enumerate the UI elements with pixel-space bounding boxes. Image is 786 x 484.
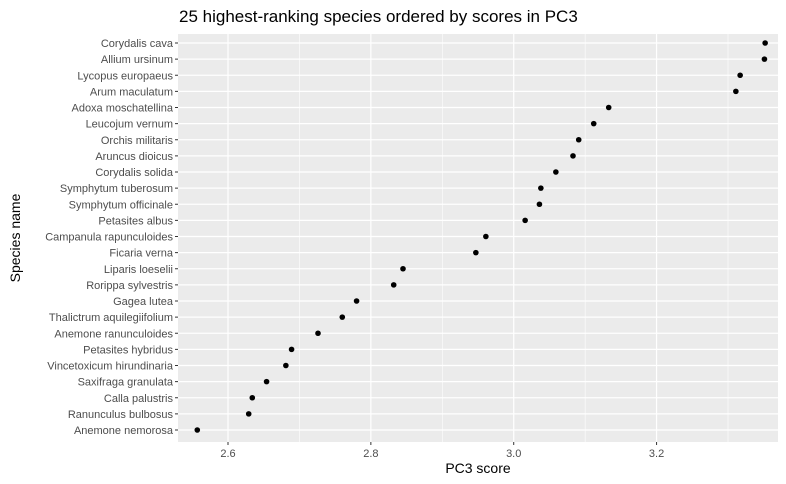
data-point <box>605 104 612 111</box>
data-point <box>288 346 295 353</box>
data-point <box>249 394 256 401</box>
y-tick-label: Orchis militaris <box>101 135 174 147</box>
data-point <box>536 201 543 208</box>
y-tick-label: Symphytum tuberosum <box>60 183 173 195</box>
y-tick-label: Anemone nemorosa <box>74 425 174 437</box>
x-axis-ticks <box>227 442 658 445</box>
y-tick-label: Allium ursinum <box>101 54 173 66</box>
y-tick-label: Petasites hybridus <box>83 344 173 356</box>
y-tick-label: Ranunculus bulbosus <box>68 409 174 421</box>
data-point <box>553 169 559 175</box>
y-tick-label: Liparis loeselii <box>104 264 173 276</box>
y-tick-label: Corydalis cava <box>101 38 174 50</box>
y-axis-labels: Corydalis cava Allium ursinum Lycopus euro… <box>45 38 174 437</box>
data-point <box>761 56 768 62</box>
data-point <box>473 249 479 256</box>
y-tick-label: Anemone ranunculoides <box>54 328 173 340</box>
y-tick-label: Symphytum officinale <box>69 199 173 211</box>
data-point <box>390 282 397 288</box>
x-axis-title: PC3 score <box>445 460 511 476</box>
y-tick-label: Lycopus europaeus <box>77 70 173 82</box>
data-point <box>575 136 582 143</box>
data-point <box>194 427 201 433</box>
y-tick-label: Aruncus dioicus <box>95 151 173 163</box>
data-point <box>522 217 528 224</box>
y-tick-label: Ficaria verna <box>109 248 173 260</box>
chart-title: 25 highest-ranking species ordered by sc… <box>179 7 578 26</box>
data-point <box>483 233 489 240</box>
y-tick-label: Campanula rapunculoides <box>45 232 173 244</box>
data-point <box>762 40 768 46</box>
y-tick-label: Leucojum vernum <box>86 119 173 131</box>
data-point <box>737 72 743 79</box>
data-point <box>283 362 289 369</box>
x-tick-label: 2.6 <box>220 448 235 460</box>
x-axis-labels: 2.6 2.8 3.0 3.2 <box>220 448 664 460</box>
y-axis-ticks <box>175 42 178 431</box>
data-point <box>353 298 360 304</box>
y-tick-label: Vincetoxicum hirundinaria <box>47 361 174 373</box>
data-point <box>315 330 321 337</box>
data-point <box>570 153 576 159</box>
data-points <box>194 40 768 433</box>
y-tick-label: Rorippa sylvestris <box>86 280 173 292</box>
y-tick-label: Calla palustris <box>104 393 174 405</box>
data-point <box>400 265 406 272</box>
y-tick-label: Corydalis solida <box>95 167 174 179</box>
data-point <box>245 411 252 417</box>
x-tick-label: 2.8 <box>363 448 378 460</box>
data-point <box>733 88 739 95</box>
y-tick-label: Adoxa moschatellina <box>71 103 173 115</box>
data-point <box>339 314 346 320</box>
y-tick-label: Thalictrum aquilegiifolium <box>49 312 173 324</box>
plot-panel <box>178 34 778 442</box>
y-tick-label: Saxifraga granulata <box>78 377 174 389</box>
x-tick-label: 3.2 <box>649 448 664 460</box>
y-tick-label: Arum maculatum <box>90 86 173 98</box>
data-point <box>263 378 270 385</box>
y-axis-title: Species name <box>7 193 23 282</box>
y-tick-label: Gagea lutea <box>113 296 174 308</box>
x-tick-label: 3.0 <box>506 448 521 460</box>
y-tick-label: Petasites albus <box>98 215 173 227</box>
data-point <box>590 120 597 127</box>
data-point <box>538 185 544 191</box>
